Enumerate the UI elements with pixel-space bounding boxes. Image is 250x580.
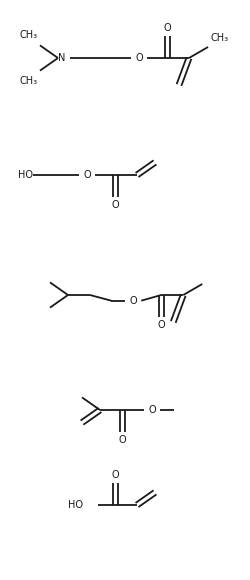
Text: HO: HO	[68, 500, 83, 510]
Text: O: O	[111, 200, 119, 210]
Text: O: O	[148, 405, 156, 415]
Text: N: N	[58, 53, 66, 63]
Text: O: O	[111, 470, 119, 480]
Text: CH₃: CH₃	[20, 30, 38, 41]
Text: O: O	[158, 320, 165, 330]
Text: CH₃: CH₃	[20, 75, 38, 86]
Text: HO: HO	[18, 170, 33, 180]
Text: O: O	[163, 23, 171, 33]
Text: O: O	[135, 53, 143, 63]
Text: O: O	[83, 170, 91, 180]
Text: O: O	[130, 296, 137, 306]
Text: CH₃: CH₃	[210, 33, 228, 43]
Text: O: O	[118, 435, 126, 445]
